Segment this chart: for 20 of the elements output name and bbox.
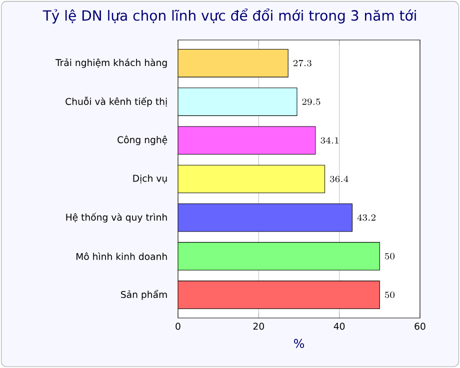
chart-title: Tỷ lệ DN lựa chọn lĩnh vực để đổi mới trong 3 năm tới (42, 8, 416, 24)
data-label: 43 . 2 (357, 214, 376, 221)
x-tick-label: 20 (253, 322, 264, 330)
data-label: 36 .4 (330, 176, 348, 182)
y-tick-label: Dịch vụ (133, 174, 167, 184)
y-tick-label: Trải nghiệm khách hàng (55, 58, 167, 68)
y-tick-label: Sản phẩm (121, 290, 167, 300)
y-tick-label: Hệ thống và quy trình (66, 212, 167, 223)
data-label: 29 . 5 (302, 98, 320, 105)
x-tick-label: 0 (176, 322, 180, 330)
x-tick-label: 60 (414, 322, 426, 330)
data-label: 34. 1 (320, 137, 338, 144)
x-tick-label: 40 (334, 322, 345, 330)
data-label: 50 (384, 253, 394, 260)
data-label: 50 (384, 292, 394, 298)
y-tick-label: Mô hình kinh doanh (76, 252, 167, 260)
y-tick-label: Công nghệ (118, 136, 168, 146)
y-tick-label: Chuỗi và kênh tiếp thị (66, 96, 167, 107)
data-label: 27. 3 (293, 60, 312, 66)
x-axis-title: % (294, 338, 304, 348)
